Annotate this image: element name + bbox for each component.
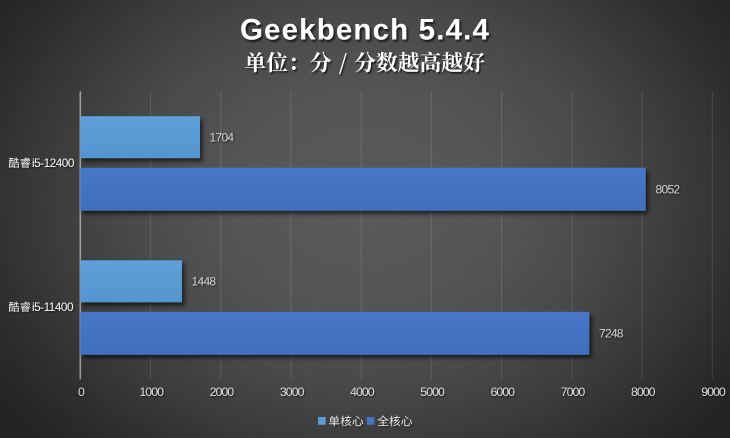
svg-text:Geekbench 5.4.4: Geekbench 5.4.4 [240, 14, 490, 47]
svg-text:7000: 7000 [561, 385, 586, 399]
svg-text:8000: 8000 [631, 385, 656, 399]
svg-text:2000: 2000 [210, 385, 235, 399]
svg-text:i5-12400: i5-12400 [32, 156, 75, 170]
svg-text:i5-11400: i5-11400 [32, 300, 74, 314]
svg-text:4000: 4000 [350, 385, 375, 399]
svg-text:1448: 1448 [192, 275, 217, 289]
svg-text:3000: 3000 [280, 385, 305, 399]
svg-text:0: 0 [78, 385, 85, 399]
svg-text:9000: 9000 [701, 385, 726, 399]
svg-text:1000: 1000 [139, 385, 164, 399]
svg-text:1704: 1704 [210, 130, 235, 144]
svg-text:7248: 7248 [599, 327, 624, 341]
svg-text:5000: 5000 [420, 385, 445, 399]
svg-text:6000: 6000 [491, 385, 516, 399]
svg-text:8052: 8052 [656, 182, 681, 196]
